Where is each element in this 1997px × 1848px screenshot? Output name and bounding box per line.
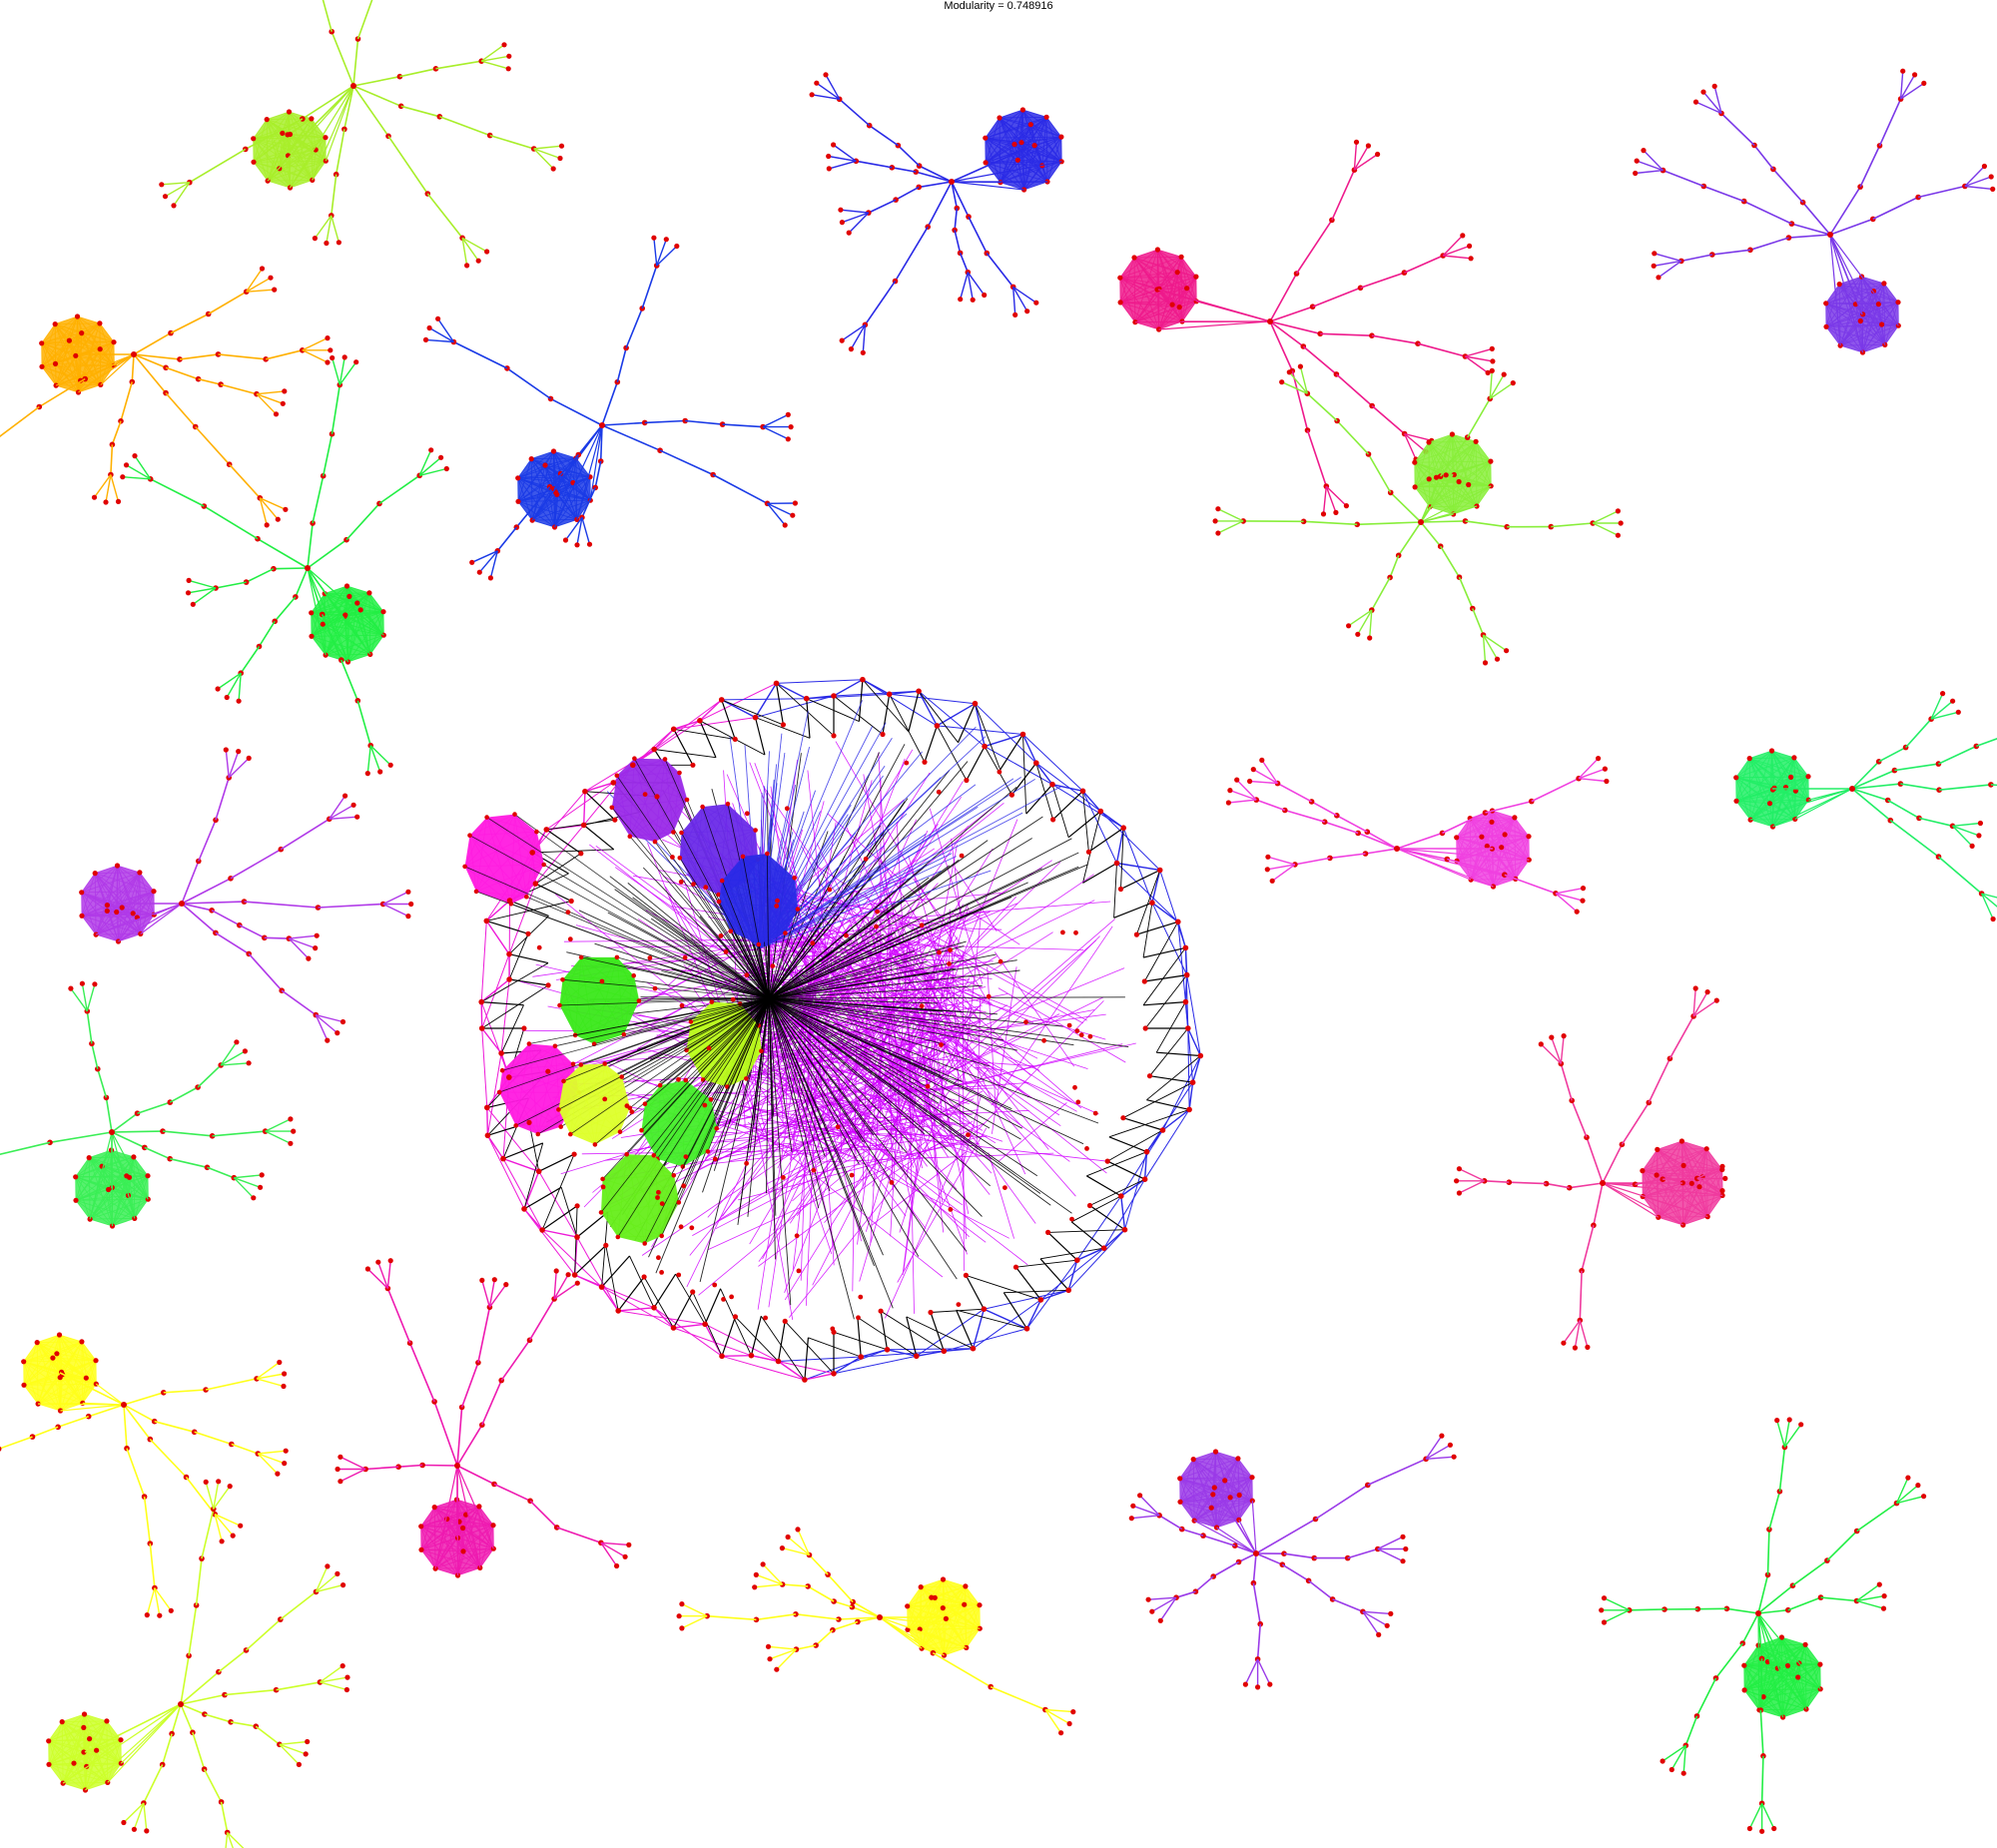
community-blue-left <box>422 235 799 581</box>
core-blue <box>716 851 801 999</box>
community-yellow-bottom <box>676 1527 1076 1736</box>
community-green-left <box>120 354 449 777</box>
community-yellow-left <box>0 1332 289 1618</box>
community-light-green-center-right <box>1212 363 1624 666</box>
community-violet-top-right <box>1633 68 1996 355</box>
central-core-cluster <box>462 676 1204 1383</box>
core-green <box>557 954 770 1046</box>
community-yellowgreen-bottom-left <box>46 1479 350 1848</box>
community-pink-top <box>1117 139 1496 517</box>
community-green-right <box>1733 691 1997 923</box>
community-orange-left <box>0 266 333 528</box>
community-green-left-lower <box>0 980 297 1229</box>
community-purple-left <box>79 747 414 1043</box>
core-green-mid <box>639 997 770 1169</box>
community-green-bottom-right <box>1599 1417 1927 1834</box>
core-magenta <box>462 812 770 999</box>
community-olive-top-left <box>159 0 565 269</box>
modularity-title: Modularity = 0.748916 <box>944 0 1053 12</box>
core-green-lower <box>598 997 770 1246</box>
community-magenta-bottom-left <box>334 1258 632 1578</box>
community-pink-right-lower <box>1454 985 1728 1351</box>
community-magenta-right <box>1225 756 1610 915</box>
community-blue-top <box>809 72 1064 355</box>
community-violet-bottom <box>1128 1433 1457 1690</box>
